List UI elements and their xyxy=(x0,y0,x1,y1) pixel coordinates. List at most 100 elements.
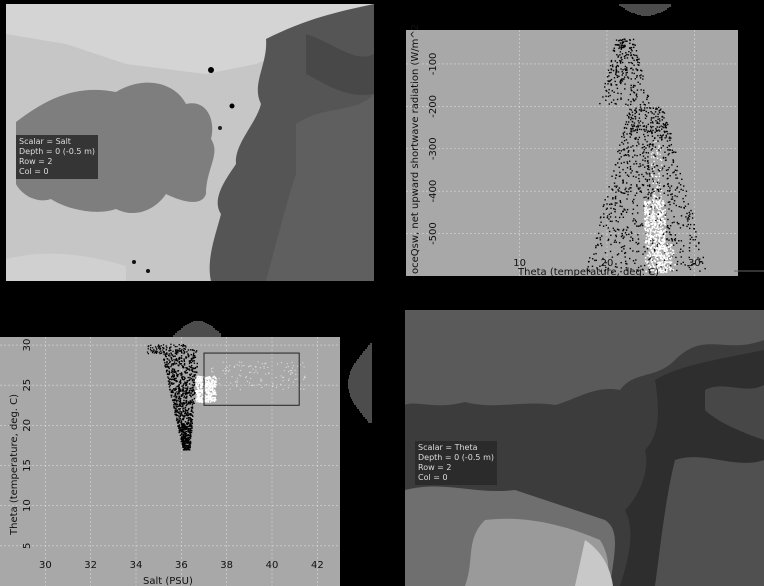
highlight-point xyxy=(646,217,649,220)
data-point xyxy=(689,268,692,271)
data-point xyxy=(651,131,653,133)
data-point xyxy=(701,261,703,263)
highlight-point xyxy=(236,380,238,382)
data-point xyxy=(662,145,664,147)
data-point xyxy=(602,225,605,227)
highlight-point xyxy=(664,215,667,218)
data-point xyxy=(168,386,171,388)
highlight-point xyxy=(645,206,648,208)
data-point xyxy=(643,103,645,106)
data-point xyxy=(655,108,657,111)
highlight-point xyxy=(656,226,659,229)
plot-area[interactable] xyxy=(406,30,738,276)
highlight-point xyxy=(647,260,649,263)
highlight-point xyxy=(222,361,224,363)
data-point xyxy=(619,54,621,56)
highlight-point xyxy=(196,381,199,383)
data-point xyxy=(620,47,622,49)
highlight-point xyxy=(657,211,659,214)
plot-area[interactable] xyxy=(0,337,340,586)
data-point xyxy=(184,436,186,438)
data-point xyxy=(608,213,611,216)
highlight-point xyxy=(290,373,292,375)
data-point xyxy=(191,422,194,425)
data-point xyxy=(673,238,676,241)
highlight-point xyxy=(653,234,656,237)
highlight-point xyxy=(646,262,648,264)
data-point xyxy=(667,169,669,171)
data-point xyxy=(174,363,176,365)
theta-info-box: Scalar = Theta Depth = 0 (-0.5 m) Row = … xyxy=(415,441,497,485)
data-point xyxy=(599,270,601,272)
data-point xyxy=(181,395,183,397)
data-point xyxy=(627,104,629,106)
highlight-point xyxy=(663,202,665,204)
data-point xyxy=(624,54,627,57)
selection-box[interactable] xyxy=(203,352,300,406)
data-point xyxy=(623,161,625,164)
data-point xyxy=(662,233,665,235)
data-point xyxy=(607,80,609,82)
data-point xyxy=(181,390,183,392)
data-point xyxy=(615,234,617,236)
data-point xyxy=(632,38,635,41)
data-point xyxy=(166,353,168,355)
data-point xyxy=(646,107,648,109)
data-point xyxy=(179,410,181,412)
data-point xyxy=(625,40,628,42)
data-point xyxy=(627,77,630,79)
theta-qsw-scatter[interactable]: 10 20 30-100-200-300-400-500 Theta (temper… xyxy=(378,4,764,284)
data-point xyxy=(625,229,628,231)
data-point xyxy=(620,82,622,85)
highlight-point xyxy=(211,398,213,401)
data-point xyxy=(670,132,672,135)
highlight-point xyxy=(197,379,200,381)
data-point xyxy=(189,360,192,363)
data-point xyxy=(589,257,591,259)
data-point xyxy=(620,39,623,42)
data-point xyxy=(167,373,170,376)
theta-qsw-scatter-panel[interactable]: 10 20 30 -100 -200 -300 -400 -500 Theta (temper… xyxy=(378,4,764,284)
data-point xyxy=(640,265,642,267)
data-point xyxy=(187,425,190,428)
data-point xyxy=(189,425,192,427)
highlight-point xyxy=(199,390,202,393)
theta-map-panel[interactable]: Scalar = Theta Depth = 0 (-0.5 m) Row = … xyxy=(405,310,764,586)
data-point xyxy=(661,169,663,171)
data-point xyxy=(689,213,691,215)
data-point xyxy=(665,121,667,124)
data-point xyxy=(663,131,666,134)
data-point xyxy=(186,441,188,444)
data-point xyxy=(179,379,182,381)
data-point xyxy=(620,57,622,59)
data-point xyxy=(190,418,192,420)
data-point xyxy=(663,192,665,194)
data-point xyxy=(186,427,188,429)
salt-theta-scatter-panel[interactable]: 30 32 34 36 38 40 42 5 10 15 20 25 30 Salt (PSU) The… xyxy=(0,290,378,586)
data-point xyxy=(664,204,666,207)
data-point xyxy=(632,98,634,100)
salt-map[interactable] xyxy=(6,4,374,281)
data-point xyxy=(649,271,652,273)
highlight-point xyxy=(239,389,241,391)
highlight-point xyxy=(230,382,232,384)
highlight-point xyxy=(650,261,653,263)
data-point xyxy=(634,194,636,197)
data-point xyxy=(624,68,626,70)
data-point xyxy=(190,429,192,431)
data-point xyxy=(630,52,632,54)
data-point xyxy=(622,210,624,213)
data-point xyxy=(192,378,194,380)
theta-map[interactable] xyxy=(405,310,764,586)
data-point xyxy=(623,208,625,210)
data-point xyxy=(186,403,188,406)
highlight-point xyxy=(663,249,666,252)
data-point xyxy=(635,163,638,165)
data-point xyxy=(192,356,194,358)
highlight-point xyxy=(658,265,660,267)
salt-map-panel[interactable]: Scalar = Salt Depth = 0 (-0.5 m) Row = 2… xyxy=(6,4,374,281)
highlight-point xyxy=(653,157,655,159)
highlight-point xyxy=(653,225,656,227)
highlight-point xyxy=(212,367,214,369)
